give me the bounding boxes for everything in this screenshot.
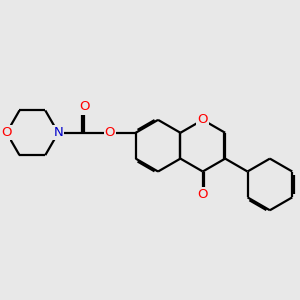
Text: O: O [197, 188, 208, 201]
Text: N: N [53, 126, 63, 139]
Text: O: O [197, 113, 208, 126]
Text: O: O [105, 126, 115, 139]
Text: O: O [79, 100, 89, 113]
Text: O: O [1, 126, 12, 139]
